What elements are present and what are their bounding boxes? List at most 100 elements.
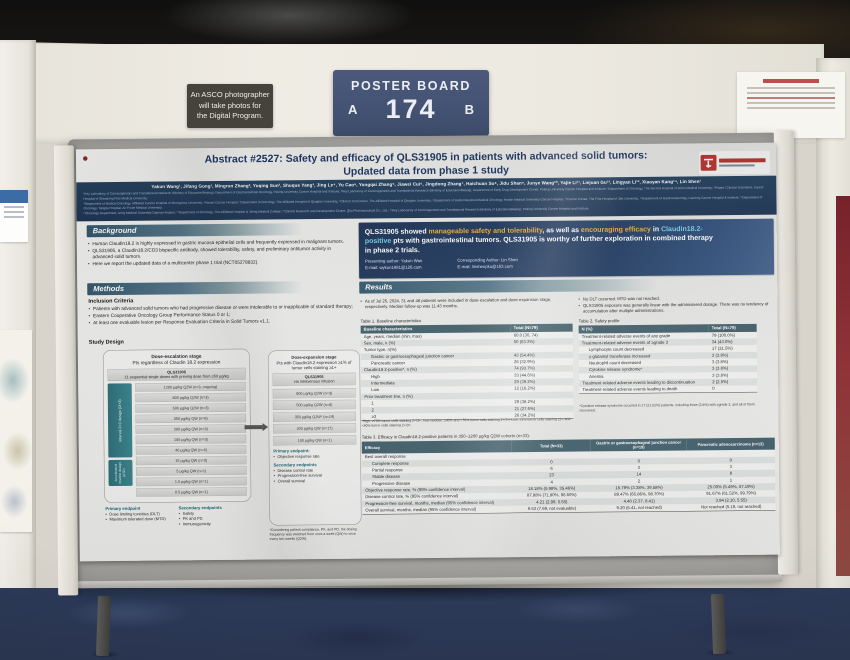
neighbor-poster-fragment-left-bottom (0, 330, 32, 532)
row-gastric: 9.20 (6.41, not reached) (591, 504, 688, 512)
affiliations: ¹Key Laboratory of Carcinogenesis and Tr… (83, 185, 769, 216)
table1-footnote: *High: ≥70% tumor cells staining 2+/3+; … (361, 417, 571, 428)
bullet-item: QLS31905 exposure was generally linear w… (578, 301, 774, 314)
baseline-characteristics-table: Baseline characteristics Total (N=79) Ag… (360, 323, 574, 421)
neighbor-poster-fragment-left-top (0, 190, 28, 242)
section-header-background: Background (86, 223, 312, 238)
neighbor-poster-header (0, 190, 28, 203)
dose-level-bar: 350 μg/kg Q2W* (n=19) (272, 411, 357, 422)
dose-level-bar: 200 μg/kg QW (n=17) (273, 423, 357, 434)
conclusion-box: QLS31905 showed manageable safety and to… (358, 218, 775, 279)
stage-transition-arrow-icon (244, 425, 263, 430)
escalation-drug-bar: QLS31905 11 sequential single doses with… (107, 367, 246, 382)
table3-header-total: Total (N=33) (511, 439, 591, 453)
hospital-logo (698, 150, 771, 175)
table2-footnote: *Cytokine release syndrome occurred in 1… (579, 402, 755, 413)
row-value: 0 (709, 385, 758, 393)
bullet-item: As of Jul 26, 2024, 31 and 48 patients w… (360, 297, 570, 310)
board-number: 174 (385, 94, 437, 124)
corresponding-email: E-mail: linshenpku@163.com (457, 263, 513, 270)
poster-pin (82, 156, 88, 161)
study-design-title: Study Design (88, 338, 124, 346)
bullet-item: Here we report the updated data of a mul… (88, 259, 350, 268)
dose-level-bar: 500 μg/kg Q2W (n=3) (135, 403, 246, 414)
escalation-stage-subtitle: Pts regardless of Claudin 18.2 expressio… (132, 359, 221, 366)
conclusion-segment: , as well as (542, 225, 581, 234)
table2-title: Table 2. Safety profile (578, 318, 620, 324)
asco-photographer-notice: An ASCO photographer will take photos fo… (187, 84, 273, 128)
dose-level-bar: 1200 μg/kg Q2W (n=3, ongoing) (135, 382, 246, 393)
primary-endpoint-title: Primary endpoint (105, 505, 141, 512)
expansion-primary-endpoints: Objective response rate (273, 453, 356, 459)
bullet-item: QLS31905, a Claudin18.2/CD3 bispecific a… (88, 246, 350, 261)
endpoint-item: Objective response rate (273, 453, 356, 459)
conclusion-segment: encouraging efficacy (580, 224, 651, 234)
dose-level-bar: 800 μg/kg Q2W (n=3) (272, 387, 356, 399)
dose-level-bar: 350 μg/kg QW (n=6) (135, 413, 247, 424)
table1-title: Table 1. Baseline characteristics (360, 318, 422, 324)
info-card-title-line (762, 79, 820, 83)
bullet-item: At least one evaluable lesion per Respon… (89, 318, 354, 327)
authors-band: Yakun Wang¹, Jifang Gong¹, Mingrun Zhang… (76, 175, 777, 222)
poster: Abstract #2527: Safety and efficacy of Q… (75, 142, 780, 562)
board-leg-left (95, 595, 112, 657)
atd-design-label: Accelerated titration design (ATD) (108, 460, 133, 487)
row-label: Overall survival, months, median (95% co… (362, 505, 513, 515)
expansion-stage-subtitle: Pts with Claudin18.2 expression ≥1% of t… (276, 359, 352, 371)
section-header-methods: Methods (87, 281, 313, 296)
hospital-logo-name-line (719, 158, 766, 163)
board-slot-b-label: B (464, 102, 474, 117)
escalation-endpoints: Primary endpoint Dose limiting toxicitie… (105, 505, 255, 528)
corresponding-author-block: Corresponding Author: Lin Shen E-mail: l… (457, 257, 518, 270)
expansion-secondary-endpoints: Disease control rateProgression-free sur… (273, 468, 356, 484)
dose-level-bar: 5 μg/kg QW (n=1) (135, 466, 247, 477)
table3-header-pancreatic: Pancreatic adenocarcinoma (n=12) (686, 437, 775, 451)
row-pancreatic: Not reached (5.19, not reached) (687, 503, 776, 512)
poster-board-sign-title: POSTER BOARD (351, 79, 471, 93)
conclusion-text: QLS31905 showed manageable safety and to… (365, 224, 715, 255)
dose-level-bar: 1.5 μg/kg QW (n=1) (136, 476, 247, 487)
dose-expansion-box: Dose-expansion stage Pts with Claudin18.… (267, 349, 362, 526)
neighbor-poster-fragment-right (836, 196, 850, 576)
presenting-email: E-mail: wykun1981@126.com (365, 264, 422, 270)
conclusion-segment: QLS31905 showed (364, 226, 429, 236)
expansion-primary-endpoint-title: Primary endpoint: (273, 447, 310, 454)
secondary-endpoint-title: Secondary endpoints (178, 504, 222, 511)
design-footnote: *Considering patient compliance, PK, and… (269, 527, 357, 541)
poster-board-number-sign: POSTER BOARD A 174 B (333, 70, 489, 136)
board-leg-right (710, 593, 727, 655)
row-label: Treatment-related adverse events leading… (579, 385, 710, 394)
conclusion-segment: manageable safety and tolerability (428, 225, 543, 235)
dose-level-bar: 200 μg/kg QW (n=3) (135, 424, 247, 435)
dose-level-bar: 100 μg/kg QW (n=3) (135, 434, 247, 445)
dose-level-bar: 40 μg/kg QW (n=4) (135, 445, 247, 456)
poster-session-info-card (737, 72, 845, 138)
endpoint-item: Overall survival (274, 478, 357, 484)
dose-level-bar: 0.5 μg/kg QW (n=1) (136, 487, 247, 498)
expansion-dose-bars: 800 μg/kg Q2W (n=3) 500 μg/kg Q2W (n=8) 35… (272, 387, 357, 446)
conclusion-segment: in (650, 224, 662, 233)
secondary-endpoints: SafetyPK and PDImmunogenicity (179, 511, 222, 527)
dose-level-bar: 100 μg/kg QW (n=1) (273, 434, 357, 446)
background-bullets: Human Claudin18.2 is highly expressed in… (88, 239, 350, 269)
endpoint-item: Maximum tolerated dose (MTD) (105, 517, 165, 523)
table3-title: Table 3. Efficacy in Claudin18.2-positiv… (361, 433, 530, 440)
row-total: 9.53 (7.69, not evaluable) (512, 505, 592, 513)
escalation-dose-bars: 1200 μg/kg Q2W (n=3, ongoing) 800 μg/kg Q… (135, 382, 247, 499)
dose-escalation-box: Dose-escalation stage Pts regardless of … (102, 348, 252, 504)
inclusion-bullets: Patients with advanced solid tumors who … (88, 304, 353, 328)
section-header-results: Results (359, 278, 670, 294)
primary-endpoints: Dose limiting toxicities (DLT)Maximum to… (105, 512, 165, 523)
carpet (0, 588, 850, 660)
results-bullets-right: No DLT occurred. MTD was not reached.QLS… (578, 295, 774, 315)
dose-level-bar: 800 μg/kg Q2W (n=3) (135, 392, 246, 403)
efficacy-table: Efficacy Total (N=33) Gastric or gastroe… (361, 437, 776, 515)
expansion-secondary-endpoint-title: Secondary endpoints (273, 462, 317, 468)
hospital-logo-emblem-icon (700, 154, 717, 171)
table-row: Treatment-related adverse events leading… (579, 385, 758, 394)
results-bullets-left: As of Jul 26, 2024, 31 and 48 patients w… (360, 297, 570, 311)
dose-level-bar: 15 μg/kg QW (n=3) (135, 455, 247, 466)
dose-level-bar: 500 μg/kg Q2W (n=8) (272, 399, 356, 411)
poster-board: Abstract #2527: Safety and efficacy of Q… (53, 128, 800, 601)
conclusion-segment: pts with gastrointestinal tumors. QLS319… (364, 233, 713, 255)
